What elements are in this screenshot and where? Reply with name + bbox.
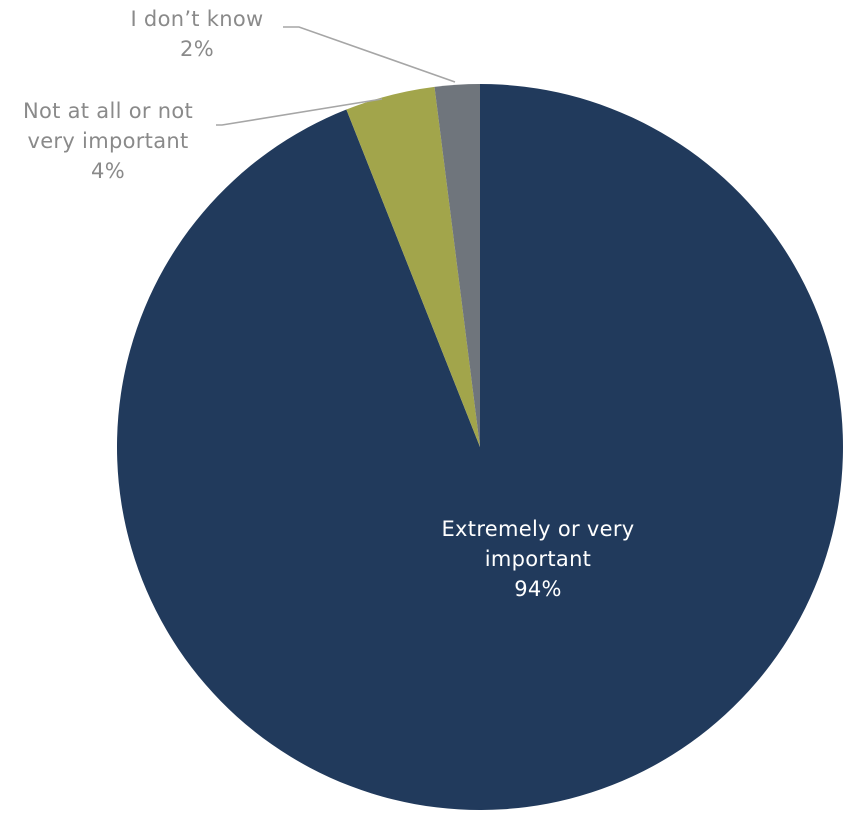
slice-category-label: very important — [27, 129, 188, 153]
slice-label-extremely-or-very-important: Extremely or very important 94% — [441, 517, 634, 601]
slice-value-label: 94% — [514, 577, 562, 601]
slice-label-i-don-t-know: I don’t know 2% — [130, 7, 263, 61]
pie-slice-not-at-all-or-not-very-important — [346, 86, 480, 448]
slice-value-label: 4% — [91, 159, 125, 183]
slice-category-label: I don’t know — [130, 7, 263, 31]
pie-slice-extremely-or-very-important — [116, 84, 843, 811]
slice-category-label: Extremely or very — [441, 517, 634, 541]
slice-category-label: Not at all or not — [23, 99, 193, 123]
leader-line-not-at-all-or-not-very-important — [216, 98, 383, 126]
leader-line-i-don-t-know — [283, 26, 456, 83]
pie-slices — [116, 84, 843, 811]
pie-slice-i-don-t-know — [434, 84, 480, 447]
slice-label-not-at-all-or-not-very-important: Not at all or not very important 4% — [23, 99, 193, 183]
slice-value-label: 2% — [180, 37, 214, 61]
slice-labels: Extremely or very important 94% Not at all … — [23, 7, 634, 601]
leader-lines — [216, 26, 456, 126]
slice-category-label: important — [485, 547, 591, 571]
